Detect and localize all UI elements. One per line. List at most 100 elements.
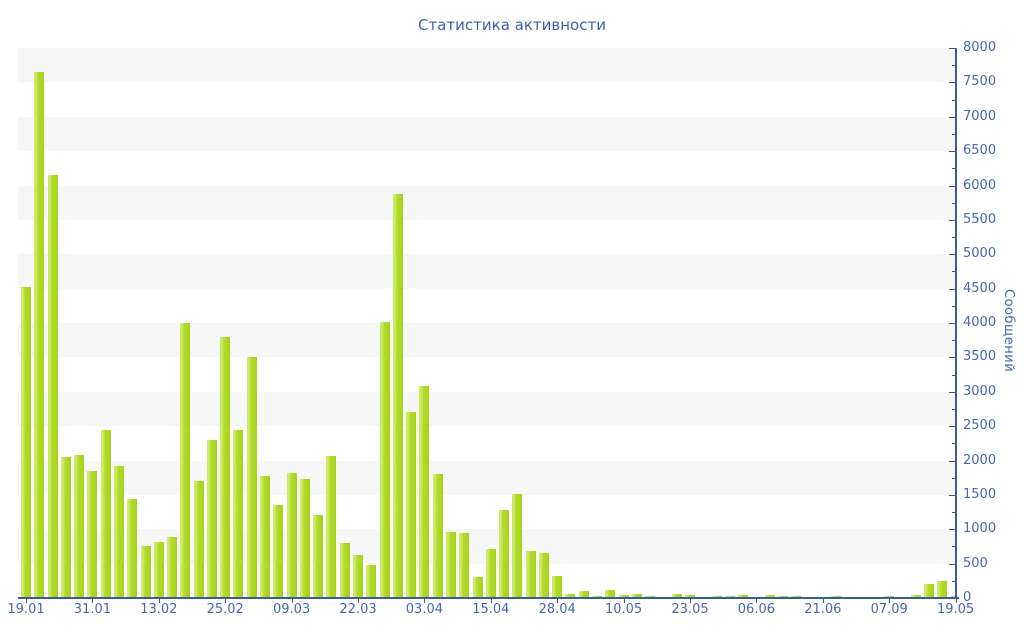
y-tick-label: 5000: [963, 246, 997, 262]
bar[interactable]: [313, 514, 324, 598]
x-tick-label: 19.05: [936, 602, 975, 617]
bar[interactable]: [206, 439, 217, 598]
y-tick-label: 6000: [963, 177, 997, 193]
y-tick-label: 2000: [963, 452, 997, 468]
y-axis-title: Сообщений: [1001, 289, 1016, 373]
bar[interactable]: [233, 429, 244, 598]
bar[interactable]: [685, 594, 695, 598]
y-minor-tick: [952, 546, 955, 548]
bar[interactable]: [286, 472, 297, 598]
bar[interactable]: [472, 576, 483, 598]
x-tick: [955, 599, 957, 603]
bar[interactable]: [512, 493, 523, 598]
bar[interactable]: [459, 533, 470, 598]
bar[interactable]: [831, 595, 842, 598]
bar[interactable]: [552, 576, 563, 598]
y-major-tick: [949, 563, 955, 565]
bar[interactable]: [419, 385, 430, 598]
bar[interactable]: [645, 595, 656, 598]
bar[interactable]: [738, 594, 749, 598]
x-tick: [756, 599, 758, 603]
y-tick-label: 7000: [963, 108, 997, 124]
x-tick-label: 19.01: [7, 602, 45, 617]
bar[interactable]: [671, 594, 682, 598]
bar[interactable]: [499, 510, 510, 598]
bar[interactable]: [100, 429, 111, 598]
bar[interactable]: [777, 595, 788, 598]
y-major-tick: [949, 529, 955, 531]
bar[interactable]: [711, 595, 722, 598]
bar[interactable]: [910, 595, 921, 598]
bar[interactable]: [180, 323, 191, 598]
bar[interactable]: [113, 465, 124, 598]
y-minor-tick: [952, 374, 955, 376]
bar[interactable]: [432, 474, 443, 598]
y-major-tick: [949, 288, 955, 290]
bar[interactable]: [605, 590, 616, 598]
x-tick: [690, 599, 691, 603]
bar[interactable]: [273, 505, 284, 598]
y-minor-tick: [952, 340, 955, 342]
x-tick-label: 03.04: [405, 602, 443, 617]
bar[interactable]: [74, 455, 85, 598]
bar[interactable]: [353, 554, 363, 598]
bar[interactable]: [764, 594, 775, 598]
bar[interactable]: [366, 565, 377, 598]
bar[interactable]: [299, 479, 310, 598]
y-tick-label: 4500: [963, 280, 997, 296]
bar[interactable]: [140, 546, 151, 598]
bar[interactable]: [884, 595, 895, 598]
bar[interactable]: [47, 175, 58, 598]
bar[interactable]: [339, 542, 350, 598]
bar[interactable]: [379, 321, 390, 598]
bar[interactable]: [525, 551, 536, 598]
y-major-tick: [949, 598, 955, 599]
bar[interactable]: [631, 594, 642, 598]
y-minor-tick: [952, 443, 955, 445]
y-minor-tick: [952, 477, 955, 479]
y-major-tick: [949, 151, 955, 153]
y-minor-tick: [952, 271, 955, 273]
bar[interactable]: [791, 595, 802, 598]
x-tick-label: 15.04: [472, 602, 510, 617]
bar[interactable]: [260, 475, 271, 598]
bar[interactable]: [592, 595, 603, 598]
bar[interactable]: [392, 194, 403, 598]
bar[interactable]: [578, 590, 589, 598]
x-tick-label: 25.02: [206, 602, 244, 617]
bar[interactable]: [326, 455, 337, 598]
bar[interactable]: [246, 357, 257, 598]
x-tick: [291, 599, 293, 603]
bar[interactable]: [21, 287, 31, 598]
bar[interactable]: [87, 470, 98, 598]
bar[interactable]: [167, 536, 178, 598]
bar[interactable]: [445, 532, 456, 598]
bar[interactable]: [538, 553, 549, 598]
bar[interactable]: [34, 72, 45, 598]
bar[interactable]: [618, 595, 629, 598]
y-tick-label: 4000: [963, 315, 997, 330]
bar[interactable]: [937, 580, 948, 598]
bar[interactable]: [565, 593, 576, 598]
x-tick-label: 10.05: [604, 602, 643, 617]
x-tick: [490, 599, 492, 603]
bar[interactable]: [406, 412, 417, 598]
x-tick-label: 07.09: [870, 602, 908, 617]
y-minor-tick: [952, 168, 955, 170]
y-minor-tick: [952, 408, 955, 410]
y-minor-tick: [952, 580, 955, 582]
bar[interactable]: [127, 499, 138, 598]
y-minor-tick: [952, 65, 955, 67]
x-tick: [358, 599, 359, 603]
bar[interactable]: [485, 549, 496, 598]
bar[interactable]: [193, 481, 204, 598]
bar[interactable]: [153, 542, 164, 598]
x-tick: [889, 599, 891, 603]
bar[interactable]: [220, 336, 231, 598]
y-tick-label: 500: [963, 555, 988, 571]
x-tick: [822, 599, 824, 603]
bar[interactable]: [924, 584, 935, 598]
y-minor-tick: [952, 99, 955, 101]
bar[interactable]: [60, 457, 71, 598]
